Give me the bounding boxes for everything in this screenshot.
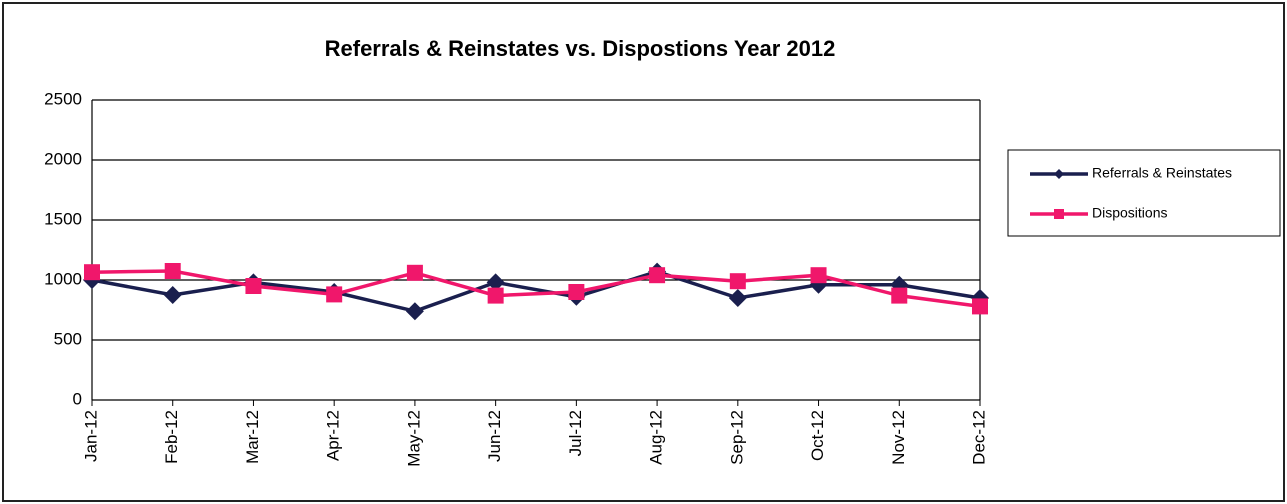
point xyxy=(649,267,666,284)
y-tick-label: 2500 xyxy=(44,89,82,108)
point xyxy=(891,287,908,304)
y-tick-label: 1000 xyxy=(44,269,82,288)
point xyxy=(728,289,747,307)
legend-marker xyxy=(1054,169,1064,179)
legend-label: Dispositions xyxy=(1092,205,1167,221)
x-tick-label: Nov-12 xyxy=(889,410,908,465)
point xyxy=(568,284,585,300)
point xyxy=(163,286,182,304)
x-tick-label: Dec-12 xyxy=(969,410,988,465)
x-tick-label: Sep-12 xyxy=(727,410,746,465)
x-tick-label: Feb-12 xyxy=(162,410,181,464)
series-line xyxy=(91,269,981,309)
legend-marker xyxy=(1054,209,1064,219)
y-tick-label: 1500 xyxy=(44,209,82,228)
chart-title: Referrals & Reinstates vs. Dispostions Y… xyxy=(325,36,836,61)
point xyxy=(487,287,504,304)
x-tick-label: Mar-12 xyxy=(243,410,262,464)
x-tick-label: Jul-12 xyxy=(566,410,585,456)
point xyxy=(406,264,423,281)
x-tick-label: Jan-12 xyxy=(81,410,100,462)
legend-label: Referrals & Reinstates xyxy=(1092,165,1232,181)
x-tick-label: Apr-12 xyxy=(324,410,343,461)
point xyxy=(164,263,181,279)
x-tick-label: Oct-12 xyxy=(808,410,827,461)
point xyxy=(972,298,988,315)
y-tick-label: 2000 xyxy=(44,149,82,168)
point xyxy=(405,302,424,321)
x-tick-label: Aug-12 xyxy=(647,410,666,465)
point xyxy=(245,278,262,294)
y-tick-label: 500 xyxy=(54,329,82,348)
x-tick-label: May-12 xyxy=(404,410,423,467)
legend-box xyxy=(1007,149,1281,237)
point xyxy=(810,267,827,284)
point xyxy=(729,273,746,290)
point xyxy=(486,273,505,292)
y-tick-label: 0 xyxy=(73,389,82,408)
point xyxy=(84,264,100,281)
point xyxy=(326,286,343,303)
x-tick-label: Jun-12 xyxy=(485,410,504,462)
